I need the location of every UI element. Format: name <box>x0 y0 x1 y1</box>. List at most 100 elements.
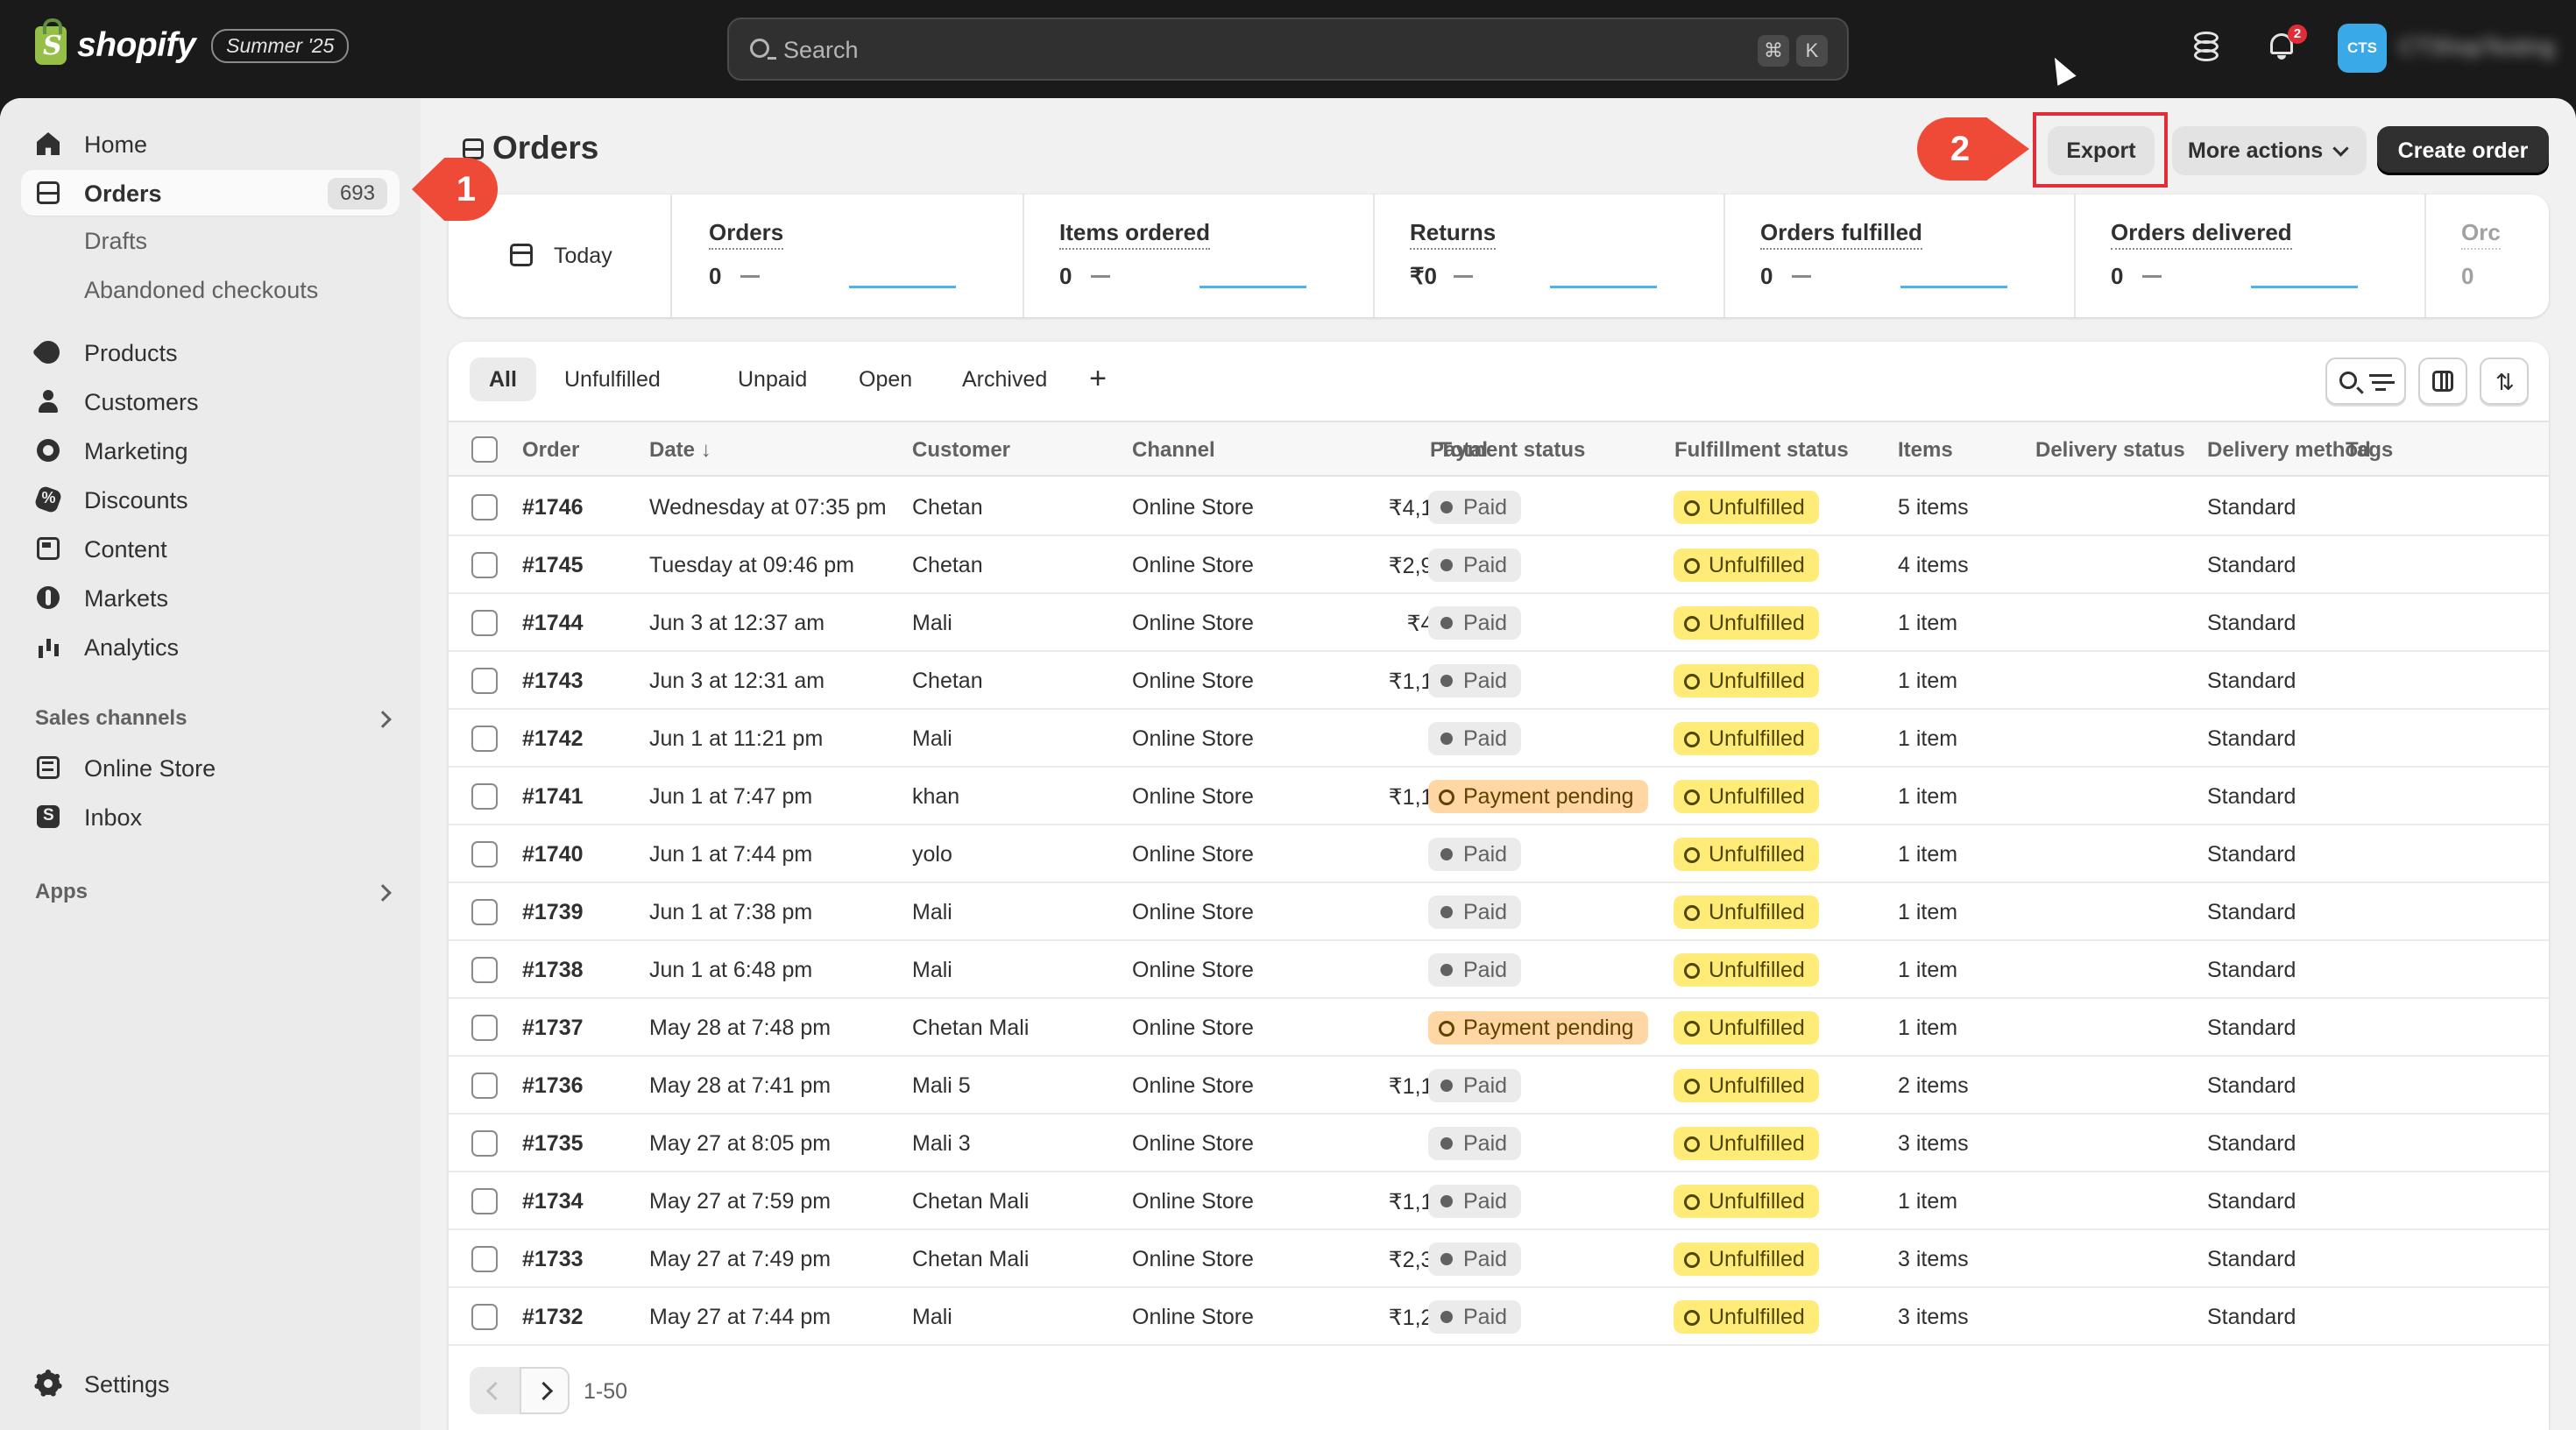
order-number[interactable]: #1742 <box>522 726 584 751</box>
column-total[interactable]: Total <box>1439 438 1488 462</box>
row-checkbox[interactable] <box>471 1304 498 1330</box>
tab-all[interactable]: All <box>470 358 536 401</box>
sales-channels-heading[interactable]: Sales channels <box>35 706 188 730</box>
metric-returns[interactable]: Returns ₹0 <box>1375 195 1725 317</box>
next-page-button[interactable] <box>520 1367 570 1414</box>
row-checkbox[interactable] <box>471 1130 498 1157</box>
apps-heading[interactable]: Apps <box>35 880 88 903</box>
row-checkbox[interactable] <box>471 552 498 578</box>
row-checkbox[interactable] <box>471 1246 498 1272</box>
table-row[interactable]: #1734 May 27 at 7:59 pm Chetan Mali Online … <box>449 1172 2549 1230</box>
sidebar-item-discounts[interactable]: Discounts <box>21 477 400 522</box>
row-checkbox[interactable] <box>471 726 498 752</box>
database-icon[interactable] <box>2190 28 2226 63</box>
row-checkbox[interactable] <box>471 610 498 636</box>
column-order[interactable]: Order <box>522 438 580 462</box>
order-number[interactable]: #1746 <box>522 495 584 520</box>
sidebar-item-settings[interactable]: Settings <box>21 1361 400 1406</box>
tab-open[interactable]: Open <box>859 367 913 392</box>
search-filter-button[interactable] <box>2325 358 2406 405</box>
create-order-button[interactable]: Create order <box>2377 126 2549 175</box>
notifications-bell-icon[interactable]: 2 <box>2267 25 2307 63</box>
row-checkbox[interactable] <box>471 957 498 983</box>
order-number[interactable]: #1736 <box>522 1073 584 1098</box>
export-button[interactable]: Export <box>2048 126 2155 175</box>
table-row[interactable]: #1746 Wednesday at 07:35 pm Chetan Online S… <box>449 478 2549 536</box>
metric-items-ordered[interactable]: Items ordered 0 <box>1024 195 1375 317</box>
row-checkbox[interactable] <box>471 494 498 520</box>
sidebar-item-marketing[interactable]: Marketing <box>21 428 400 473</box>
order-number[interactable]: #1732 <box>522 1305 584 1329</box>
row-checkbox[interactable] <box>471 783 498 810</box>
sidebar-item-inbox[interactable]: Inbox <box>21 794 400 839</box>
columns-button[interactable] <box>2418 358 2467 405</box>
row-checkbox[interactable] <box>471 668 498 694</box>
store-name[interactable]: CTShopTesting <box>2399 33 2555 60</box>
row-checkbox[interactable] <box>471 1072 498 1099</box>
sidebar-item-drafts[interactable]: Drafts <box>84 228 148 254</box>
order-number[interactable]: #1734 <box>522 1189 584 1214</box>
order-number[interactable]: #1739 <box>522 900 584 924</box>
sidebar-item-customers[interactable]: Customers <box>21 379 400 424</box>
tab-unpaid[interactable]: Unpaid <box>738 367 808 392</box>
select-all-checkbox[interactable] <box>471 436 498 463</box>
add-view-icon[interactable]: + <box>1089 362 1107 395</box>
more-actions-button[interactable]: More actions <box>2172 126 2367 175</box>
column-delivery-method[interactable]: Delivery method <box>2207 438 2371 462</box>
table-row[interactable]: #1735 May 27 at 8:05 pm Mali 3 Online Store… <box>449 1115 2549 1172</box>
previous-page-button[interactable] <box>470 1367 520 1414</box>
row-checkbox[interactable] <box>471 841 498 867</box>
table-row[interactable]: #1736 May 28 at 7:41 pm Mali 5 Online Store… <box>449 1057 2549 1115</box>
order-number[interactable]: #1740 <box>522 842 584 867</box>
column-items[interactable]: Items <box>1898 438 1953 462</box>
column-tags[interactable]: Tags <box>2346 438 2394 462</box>
sidebar-item-online-store[interactable]: Online Store <box>21 745 400 790</box>
tab-archived[interactable]: Archived <box>962 367 1048 392</box>
column-date[interactable]: Date ↓ <box>649 438 711 462</box>
metric-orders-fulfilled[interactable]: Orders fulfilled 0 <box>1725 195 2076 317</box>
sidebar-item-content[interactable]: Content <box>21 526 400 571</box>
order-number[interactable]: #1735 <box>522 1131 584 1156</box>
order-number[interactable]: #1737 <box>522 1016 584 1040</box>
sidebar-item-analytics[interactable]: Analytics <box>21 624 400 669</box>
table-row[interactable]: #1743 Jun 3 at 12:31 am Chetan Online Store… <box>449 652 2549 710</box>
column-payment-status[interactable]: Payment status <box>1430 438 1586 462</box>
sidebar-item-markets[interactable]: Markets <box>21 575 400 620</box>
order-number[interactable]: #1743 <box>522 669 584 693</box>
metric-truncated[interactable]: Orc 0 <box>2426 195 2549 317</box>
column-delivery-status[interactable]: Delivery status <box>2035 438 2185 462</box>
metric-orders-delivered[interactable]: Orders delivered 0 <box>2076 195 2426 317</box>
column-fulfillment-status[interactable]: Fulfillment status <box>1674 438 1849 462</box>
column-customer[interactable]: Customer <box>912 438 1011 462</box>
global-search[interactable]: ⌘ K <box>727 18 1849 81</box>
column-channel[interactable]: Channel <box>1132 438 1215 462</box>
row-checkbox[interactable] <box>471 1015 498 1041</box>
table-row[interactable]: #1737 May 28 at 7:48 pm Chetan Mali Online … <box>449 999 2549 1057</box>
order-number[interactable]: #1741 <box>522 784 584 809</box>
order-number[interactable]: #1733 <box>522 1247 584 1271</box>
edition-badge[interactable]: Summer '25 <box>211 28 350 63</box>
chevron-right-icon[interactable] <box>374 884 392 902</box>
store-avatar[interactable]: CTS <box>2338 24 2387 73</box>
sidebar-item-abandoned-checkouts[interactable]: Abandoned checkouts <box>84 277 319 303</box>
order-number[interactable]: #1738 <box>522 958 584 982</box>
shopify-logo[interactable]: S shopify Summer '25 <box>35 18 350 65</box>
table-row[interactable]: #1745 Tuesday at 09:46 pm Chetan Online Sto… <box>449 536 2549 594</box>
metric-orders[interactable]: Orders 0 <box>674 195 1024 317</box>
search-input[interactable] <box>783 33 1572 67</box>
chevron-right-icon[interactable] <box>374 711 392 728</box>
row-checkbox[interactable] <box>471 899 498 925</box>
order-number[interactable]: #1744 <box>522 611 584 635</box>
date-range-picker[interactable]: Today <box>449 195 672 317</box>
order-number[interactable]: #1745 <box>522 553 584 577</box>
tab-unfulfilled[interactable]: Unfulfilled <box>564 367 661 392</box>
row-checkbox[interactable] <box>471 1188 498 1214</box>
sidebar-item-products[interactable]: Products <box>21 329 400 375</box>
sidebar-item-home[interactable]: Home <box>21 121 400 166</box>
